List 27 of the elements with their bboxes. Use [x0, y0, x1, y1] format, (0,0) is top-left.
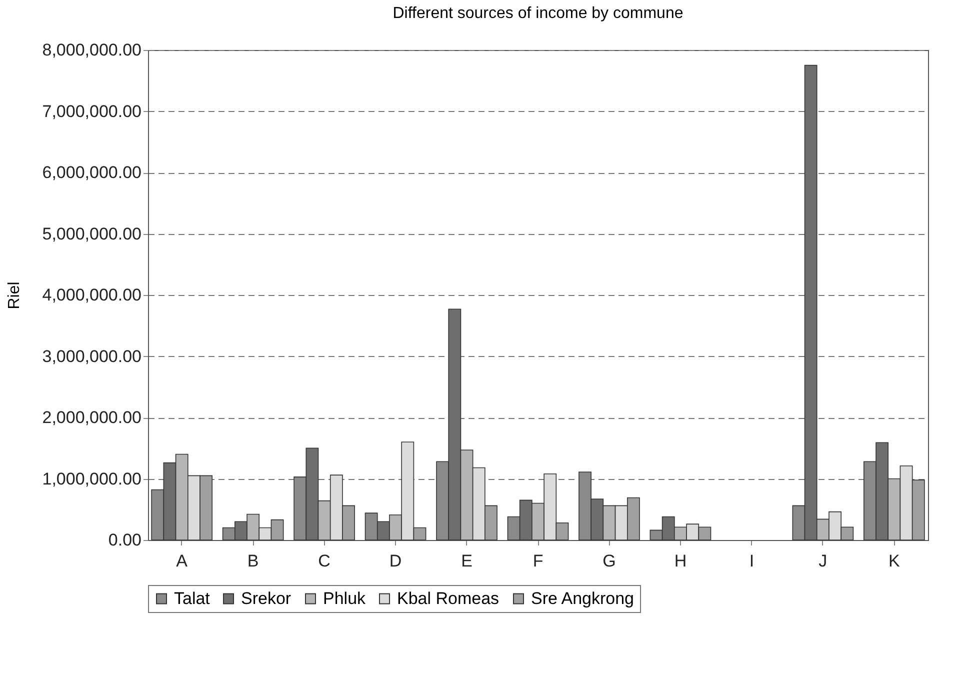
legend-label: Talat — [174, 588, 210, 608]
y-tick-label: 6,000,000.00 — [42, 163, 142, 182]
x-tick-label: J — [818, 552, 828, 570]
legend-label: Kbal Romeas — [397, 588, 500, 608]
y-tick-label: 5,000,000.00 — [42, 224, 142, 244]
y-axis-title: Riel — [6, 282, 24, 310]
x-tick-label: K — [888, 552, 900, 570]
y-tick-label: 2,000,000.00 — [42, 408, 142, 427]
y-tick-label: 7,000,000.00 — [42, 102, 142, 121]
legend-label: Phluk — [323, 588, 366, 608]
y-tick-label: 3,000,000.00 — [42, 346, 142, 366]
x-tick-label: F — [532, 552, 544, 570]
x-tick-label: E — [461, 552, 472, 570]
x-tick-label: B — [247, 552, 259, 570]
y-tick-label: 1,000,000.00 — [42, 469, 142, 488]
x-tick-label: I — [749, 552, 754, 570]
legend-label: Srekor — [241, 588, 292, 608]
x-tick-label: G — [602, 552, 616, 570]
x-tick-label: H — [674, 552, 687, 570]
x-tick-label: D — [389, 552, 402, 570]
chart-title: Different sources of income by commune — [392, 5, 684, 22]
x-tick-label: A — [176, 552, 188, 570]
legend-label: Sre Angkrong — [531, 588, 634, 608]
y-tick-label: 0.00 — [108, 530, 142, 550]
y-tick-label: 8,000,000.00 — [42, 40, 142, 60]
y-tick-label: 4,000,000.00 — [42, 286, 142, 304]
x-tick-label: C — [318, 552, 330, 570]
